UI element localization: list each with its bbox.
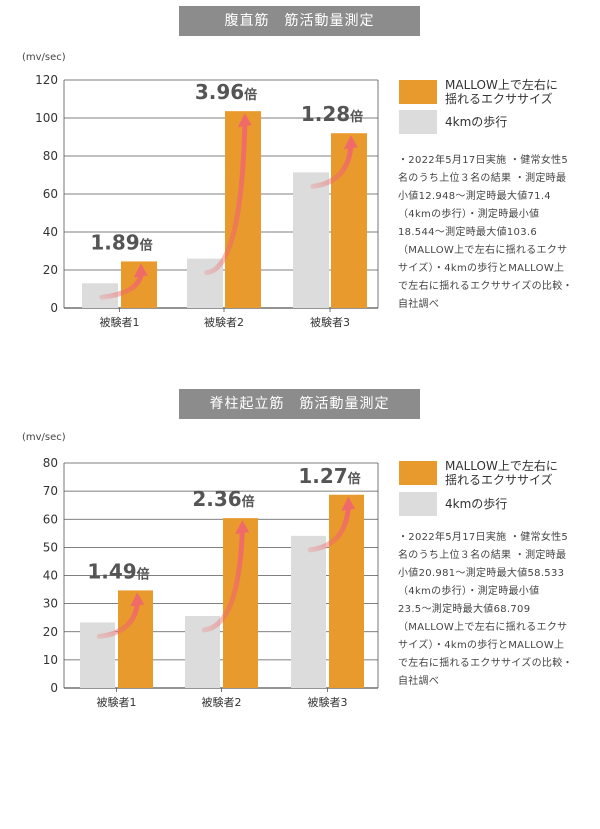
legend-swatch-gray: [399, 492, 437, 516]
ratio-label: 1.89倍: [90, 230, 152, 254]
y-tick-label: 20: [43, 263, 58, 277]
study-note: ・2022年5月17日実施 ・健常女性5名のうち上位３名の結果 ・測定時最小値2…: [398, 532, 573, 687]
y-tick-label: 80: [43, 149, 58, 163]
legend-label: 4kmの歩行: [445, 497, 508, 511]
y-tick-label: 60: [43, 512, 58, 526]
y-tick-label: 100: [35, 111, 58, 125]
growth-arrow: [204, 122, 248, 276]
legend-swatch-orange: [399, 80, 437, 104]
y-tick-label: 50: [43, 540, 58, 554]
ratio-label: 3.96倍: [195, 80, 257, 104]
growth-arrow: [96, 601, 140, 639]
legend-item-mallow: MALLOW上で左右に 揺れるエクササイズ: [399, 459, 558, 487]
x-tick-label: 被験者1: [97, 695, 137, 709]
y-tick-label: 30: [43, 597, 58, 611]
growth-arrow: [307, 506, 351, 553]
growth-arrow: [99, 272, 144, 300]
bar-mallow: [329, 494, 364, 688]
legend-item-mallow: MALLOW上で左右に 揺れるエクササイズ: [399, 78, 558, 106]
y-tick-label: 70: [43, 484, 58, 498]
x-tick-label: 被験者3: [310, 315, 350, 329]
legend-label: MALLOW上で左右に 揺れるエクササイズ: [445, 459, 558, 487]
arrow-head: [343, 135, 358, 150]
arrow-head: [133, 263, 148, 278]
y-tick-label: 80: [43, 456, 58, 470]
x-tick-label: 被験者1: [100, 315, 140, 329]
y-unit-label: (mv/sec): [22, 432, 66, 443]
bar-walk: [293, 172, 329, 308]
legend-item-walk: 4kmの歩行: [399, 110, 507, 134]
y-tick-label: 40: [43, 225, 58, 239]
y-tick-label: 40: [43, 569, 58, 583]
arrow-head: [130, 592, 145, 607]
y-tick-label: 20: [43, 625, 58, 639]
ratio-label: 1.49倍: [87, 559, 149, 583]
chart-title: 脊柱起立筋 筋活動量測定: [179, 389, 420, 419]
y-tick-label: 0: [50, 681, 58, 695]
ratio-label: 1.28倍: [301, 102, 363, 126]
y-tick-label: 60: [43, 187, 58, 201]
ratio-label: 2.36倍: [192, 487, 254, 511]
x-tick-label: 被験者2: [204, 315, 244, 329]
arrow-head: [235, 520, 250, 535]
x-tick-label: 被験者3: [308, 695, 348, 709]
legend-swatch-orange: [399, 461, 437, 485]
ratio-label: 1.27倍: [298, 464, 360, 488]
legend-label: MALLOW上で左右に 揺れるエクササイズ: [445, 78, 558, 106]
growth-arrow: [310, 144, 354, 189]
y-tick-label: 10: [43, 653, 58, 667]
bar-walk: [291, 535, 326, 688]
arrow-head: [341, 496, 356, 511]
y-tick-label: 0: [50, 301, 58, 315]
y-unit-label: (mv/sec): [22, 52, 66, 63]
legend-swatch-gray: [399, 110, 437, 134]
legend-label: 4kmの歩行: [445, 115, 508, 129]
y-tick-label: 120: [35, 73, 58, 87]
arrow-head: [237, 113, 252, 128]
legend-item-walk: 4kmの歩行: [399, 492, 507, 516]
growth-arrow: [201, 529, 245, 633]
study-note: ・2022年5月17日実施 ・健常女性5名のうち上位３名の結果 ・測定時最小値1…: [398, 155, 573, 310]
x-tick-label: 被験者2: [202, 695, 242, 709]
chart-title: 腹直筋 筋活動量測定: [179, 6, 420, 36]
